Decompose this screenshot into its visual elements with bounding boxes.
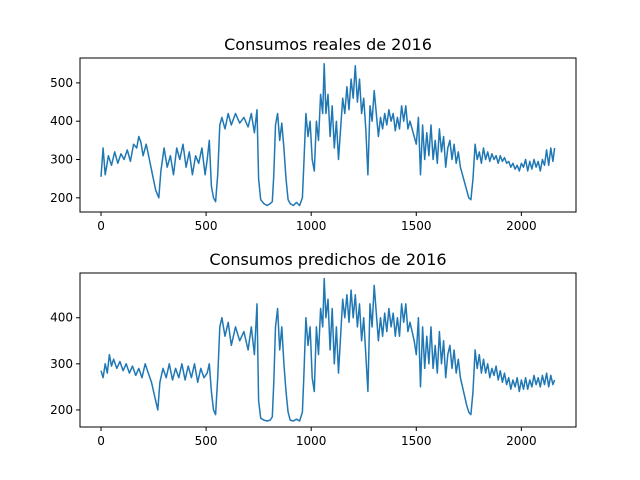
axes-frame-predicted xyxy=(79,272,577,428)
x-tick-label-predicted-1000: 1000 xyxy=(296,434,327,448)
y-tick-label-real-500: 500 xyxy=(50,76,73,90)
x-tick-label-predicted-0: 0 xyxy=(97,434,105,448)
axes-frame-real xyxy=(79,57,577,213)
chart-title-real: Consumos reales de 2016 xyxy=(224,35,432,54)
x-tick-label-predicted-1500: 1500 xyxy=(401,434,432,448)
y-tick-label-predicted-300: 300 xyxy=(50,357,73,371)
x-tick-label-real-1500: 1500 xyxy=(401,219,432,233)
y-tick-label-real-400: 400 xyxy=(50,114,73,128)
y-tick-label-real-200: 200 xyxy=(50,191,73,205)
x-tick-label-real-2000: 2000 xyxy=(506,219,537,233)
y-tick-label-predicted-200: 200 xyxy=(50,403,73,417)
chart-title-predicted: Consumos predichos de 2016 xyxy=(209,250,446,269)
x-tick-label-predicted-2000: 2000 xyxy=(506,434,537,448)
plot-area-real: 0 500 1000 1500 2000 200 300 400 500 xyxy=(50,62,556,233)
subplot-predicted: Consumos predichos de 2016 0 500 1000 1500 2… xyxy=(50,250,577,448)
x-tick-label-real-0: 0 xyxy=(97,219,105,233)
series-line-predicted xyxy=(100,277,556,422)
x-tick-label-real-500: 500 xyxy=(195,219,218,233)
series-line-real xyxy=(100,62,556,207)
subplot-real: Consumos reales de 2016 0 500 1000 1500 2000… xyxy=(50,35,577,233)
y-tick-label-predicted-400: 400 xyxy=(50,311,73,325)
x-tick-label-real-1000: 1000 xyxy=(296,219,327,233)
plot-area-predicted: 0 500 1000 1500 2000 200 300 400 xyxy=(50,277,556,448)
y-tick-label-real-300: 300 xyxy=(50,153,73,167)
x-tick-label-predicted-500: 500 xyxy=(195,434,218,448)
